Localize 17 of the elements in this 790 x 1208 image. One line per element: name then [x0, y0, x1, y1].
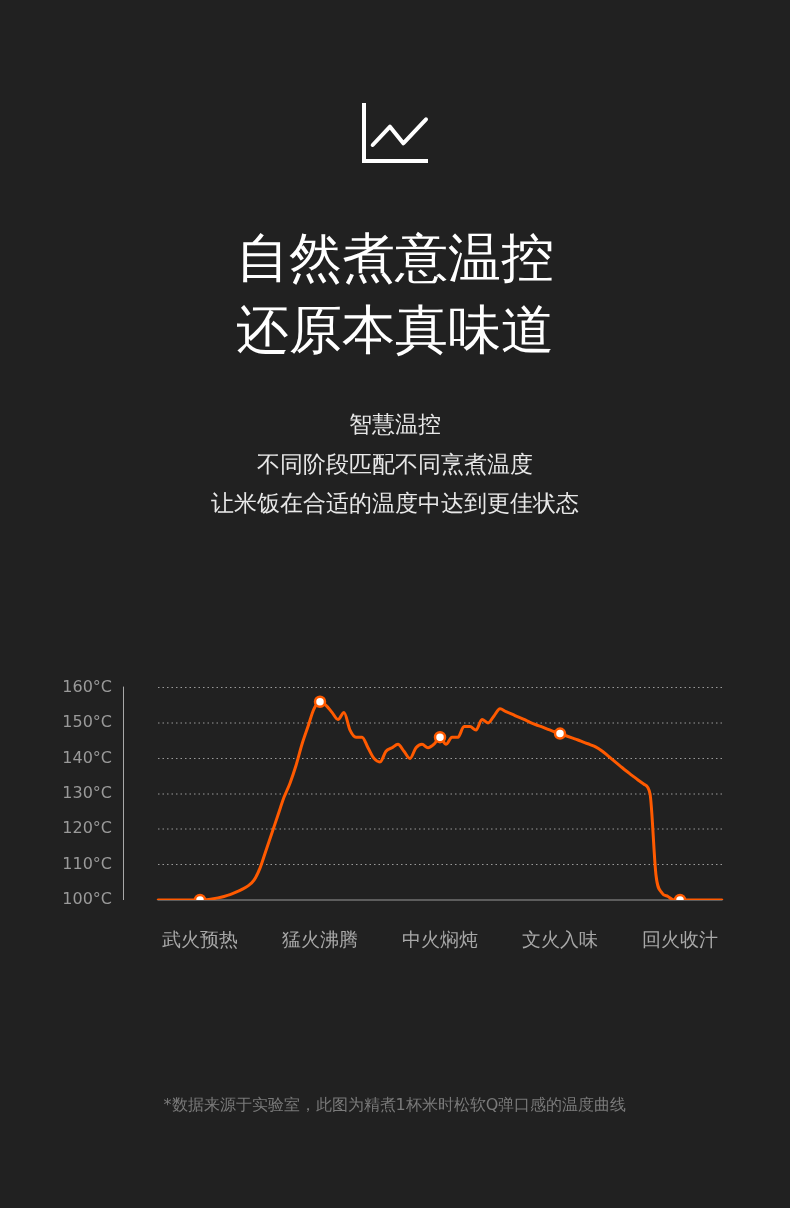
x-tick-label: 文火入味 — [522, 928, 598, 951]
y-tick-label: 140°C — [62, 747, 112, 767]
y-tick-label: 120°C — [62, 818, 112, 838]
text: *数据来源于实验室，此图为精煮1杯米时松软Q弹口感的温度曲线 — [162, 1094, 628, 1116]
x-tick-label: 武火预热 — [162, 928, 238, 951]
x-tick-label: 猛火沸腾 — [282, 928, 358, 951]
x-tick-label: 回火收汁 — [642, 928, 718, 951]
y-tick-label: 110°C — [62, 853, 112, 873]
text: 不同阶段匹配不同烹煮温度 — [256, 449, 534, 479]
y-tick-label: 160°C — [62, 676, 112, 696]
chart-subtitle: 智慧温控 — [348, 410, 442, 439]
x-tick-label: 中火焖炖 — [402, 928, 478, 951]
y-tick-label: 100°C — [62, 889, 112, 909]
chart-title: 自然煮意温控还原本真味道 — [235, 226, 555, 362]
text: 让米饭在合适的温度中达到更佳状态 — [210, 489, 580, 518]
y-tick-label: 130°C — [62, 782, 112, 802]
y-tick-label: 150°C — [62, 712, 112, 732]
